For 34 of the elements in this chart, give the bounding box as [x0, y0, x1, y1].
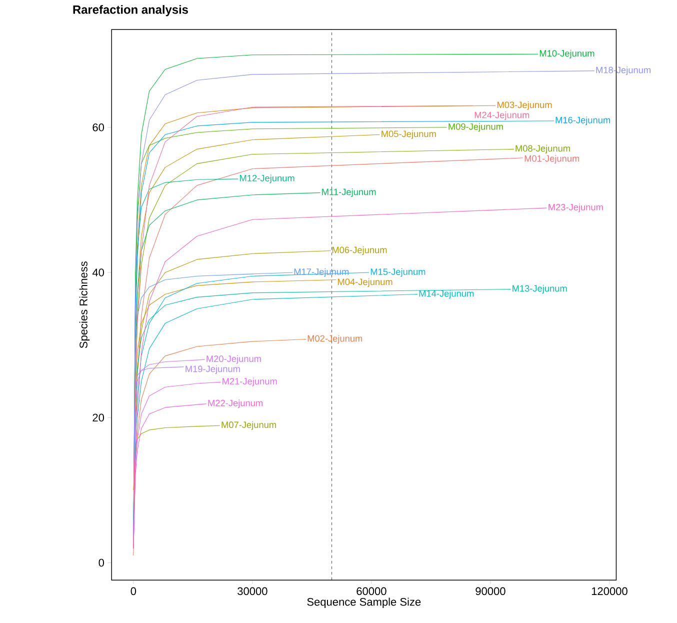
- series-label: M14-Jejunum: [419, 290, 474, 298]
- x-tick-label: 60000: [356, 587, 386, 595]
- series-label: M12-Jejunum: [240, 174, 294, 183]
- series-label: M04-Jejunum: [338, 278, 392, 287]
- series-label: M05-Jejunum: [382, 130, 436, 139]
- y-axis-title: Species Richness: [79, 261, 90, 348]
- series-label: M15-Jejunum: [370, 268, 426, 277]
- series-label: M13-Jejunum: [512, 284, 567, 294]
- series-label: M10-Jejunum: [540, 50, 594, 58]
- series-label: M19-Jejunum: [186, 365, 240, 374]
- series-label: M16-Jejunum: [556, 116, 610, 125]
- series-label: M02-Jejunum: [308, 334, 362, 344]
- y-tick-label: 60: [92, 123, 104, 132]
- x-tick-label: 90000: [476, 587, 506, 595]
- x-tick-label: 0: [130, 587, 136, 595]
- x-axis-title: Sequence Sample Size: [307, 597, 421, 608]
- series-label: M08-Jejunum: [516, 144, 570, 154]
- series-label: M06-Jejunum: [332, 246, 387, 255]
- series-label: M22-Jejunum: [208, 399, 262, 408]
- series-label: M11-Jejunum: [322, 188, 376, 197]
- series-label: M01-Jejunum: [524, 154, 580, 164]
- series-label: M23-Jejunum: [548, 203, 603, 212]
- x-tick-label: 120000: [592, 587, 628, 595]
- series-label: M21-Jejunum: [222, 378, 277, 386]
- series-label: M20-Jejunum: [206, 355, 261, 364]
- x-tick-label: 30000: [238, 587, 268, 595]
- series-label: M24-Jejunum: [474, 111, 530, 120]
- series-label: M07-Jejunum: [222, 421, 276, 430]
- y-tick-label: 20: [92, 414, 104, 422]
- series-label: M09-Jejunum: [448, 122, 503, 132]
- chart-title: Rarefaction analysis: [73, 4, 188, 16]
- series-label: M03-Jejunum: [497, 101, 552, 110]
- y-tick-label: 40: [92, 268, 104, 276]
- y-tick-label: 0: [98, 558, 104, 566]
